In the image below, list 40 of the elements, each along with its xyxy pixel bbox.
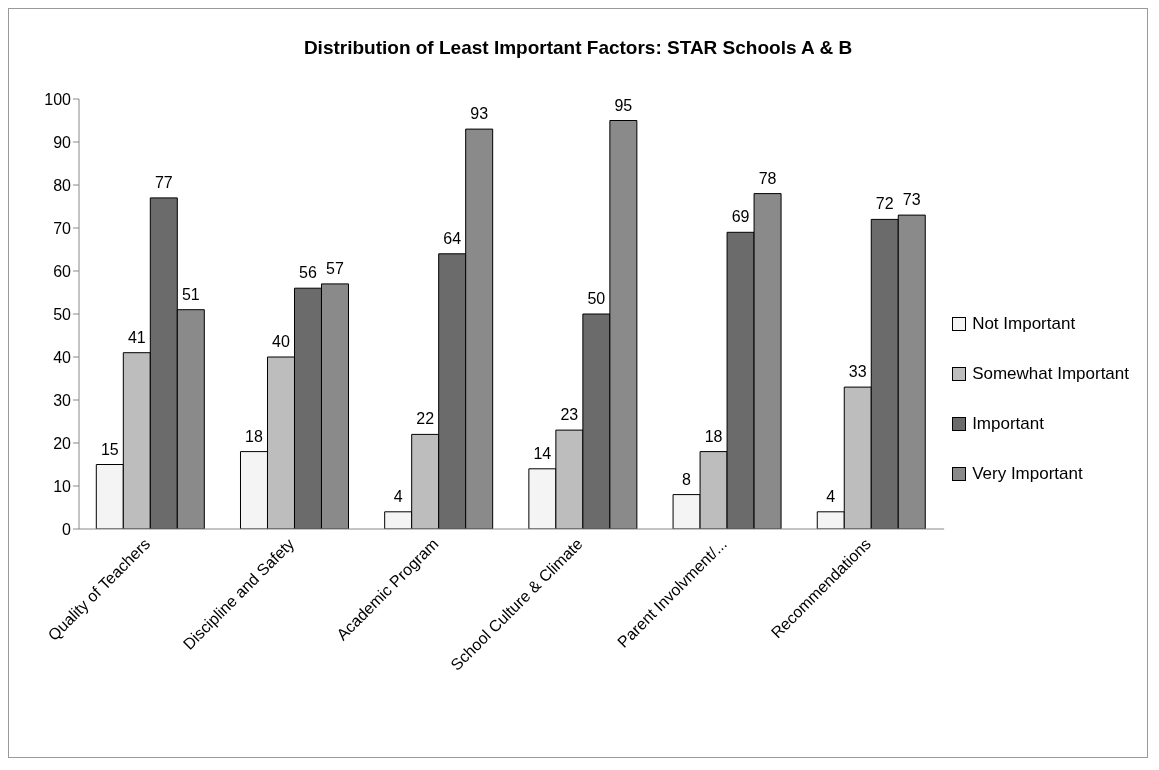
data-label: 95 <box>614 96 633 114</box>
data-label: 51 <box>181 285 200 303</box>
data-label: 78 <box>758 169 777 187</box>
data-label: 8 <box>682 470 692 488</box>
legend-label: Important <box>972 414 1044 434</box>
y-tick-label: 60 <box>53 262 72 280</box>
data-label: 56 <box>299 264 317 282</box>
y-tick-label: 0 <box>62 520 72 538</box>
data-label: 41 <box>127 328 146 346</box>
data-label: 18 <box>704 427 723 445</box>
data-label: 93 <box>470 105 489 123</box>
y-tick-label: 90 <box>53 133 72 151</box>
data-label: 4 <box>826 487 836 505</box>
data-label: 18 <box>245 427 263 445</box>
y-tick-label: 80 <box>53 176 72 194</box>
data-label: 64 <box>443 229 462 247</box>
y-tick-label: 40 <box>53 348 72 366</box>
y-tick-label: 50 <box>53 305 72 323</box>
data-label: 57 <box>326 259 344 277</box>
y-tick-label: 10 <box>53 477 72 495</box>
chart-title: Distribution of Least Important Factors: STAR Schools A & B <box>302 36 854 59</box>
data-label: 22 <box>416 410 435 428</box>
y-tick-label: 30 <box>53 391 72 409</box>
data-label: 23 <box>560 406 579 424</box>
data-label: 33 <box>848 363 867 381</box>
data-label: 72 <box>875 195 894 213</box>
y-tick-label: 70 <box>53 219 72 237</box>
y-tick-label: 20 <box>53 434 72 452</box>
y-tick-label: 100 <box>44 90 72 108</box>
legend-label: Somewhat Important <box>972 364 1129 384</box>
data-label: 40 <box>272 333 290 350</box>
data-label: 77 <box>154 173 173 191</box>
data-label: 73 <box>902 191 921 209</box>
legend-label: Very Important <box>972 464 1083 484</box>
legend-label: Not Important <box>972 314 1076 334</box>
data-label: 14 <box>533 444 552 462</box>
data-label: 50 <box>587 290 606 307</box>
data-label: 69 <box>731 208 750 226</box>
data-label: 4 <box>393 487 403 505</box>
data-label: 15 <box>100 440 119 458</box>
